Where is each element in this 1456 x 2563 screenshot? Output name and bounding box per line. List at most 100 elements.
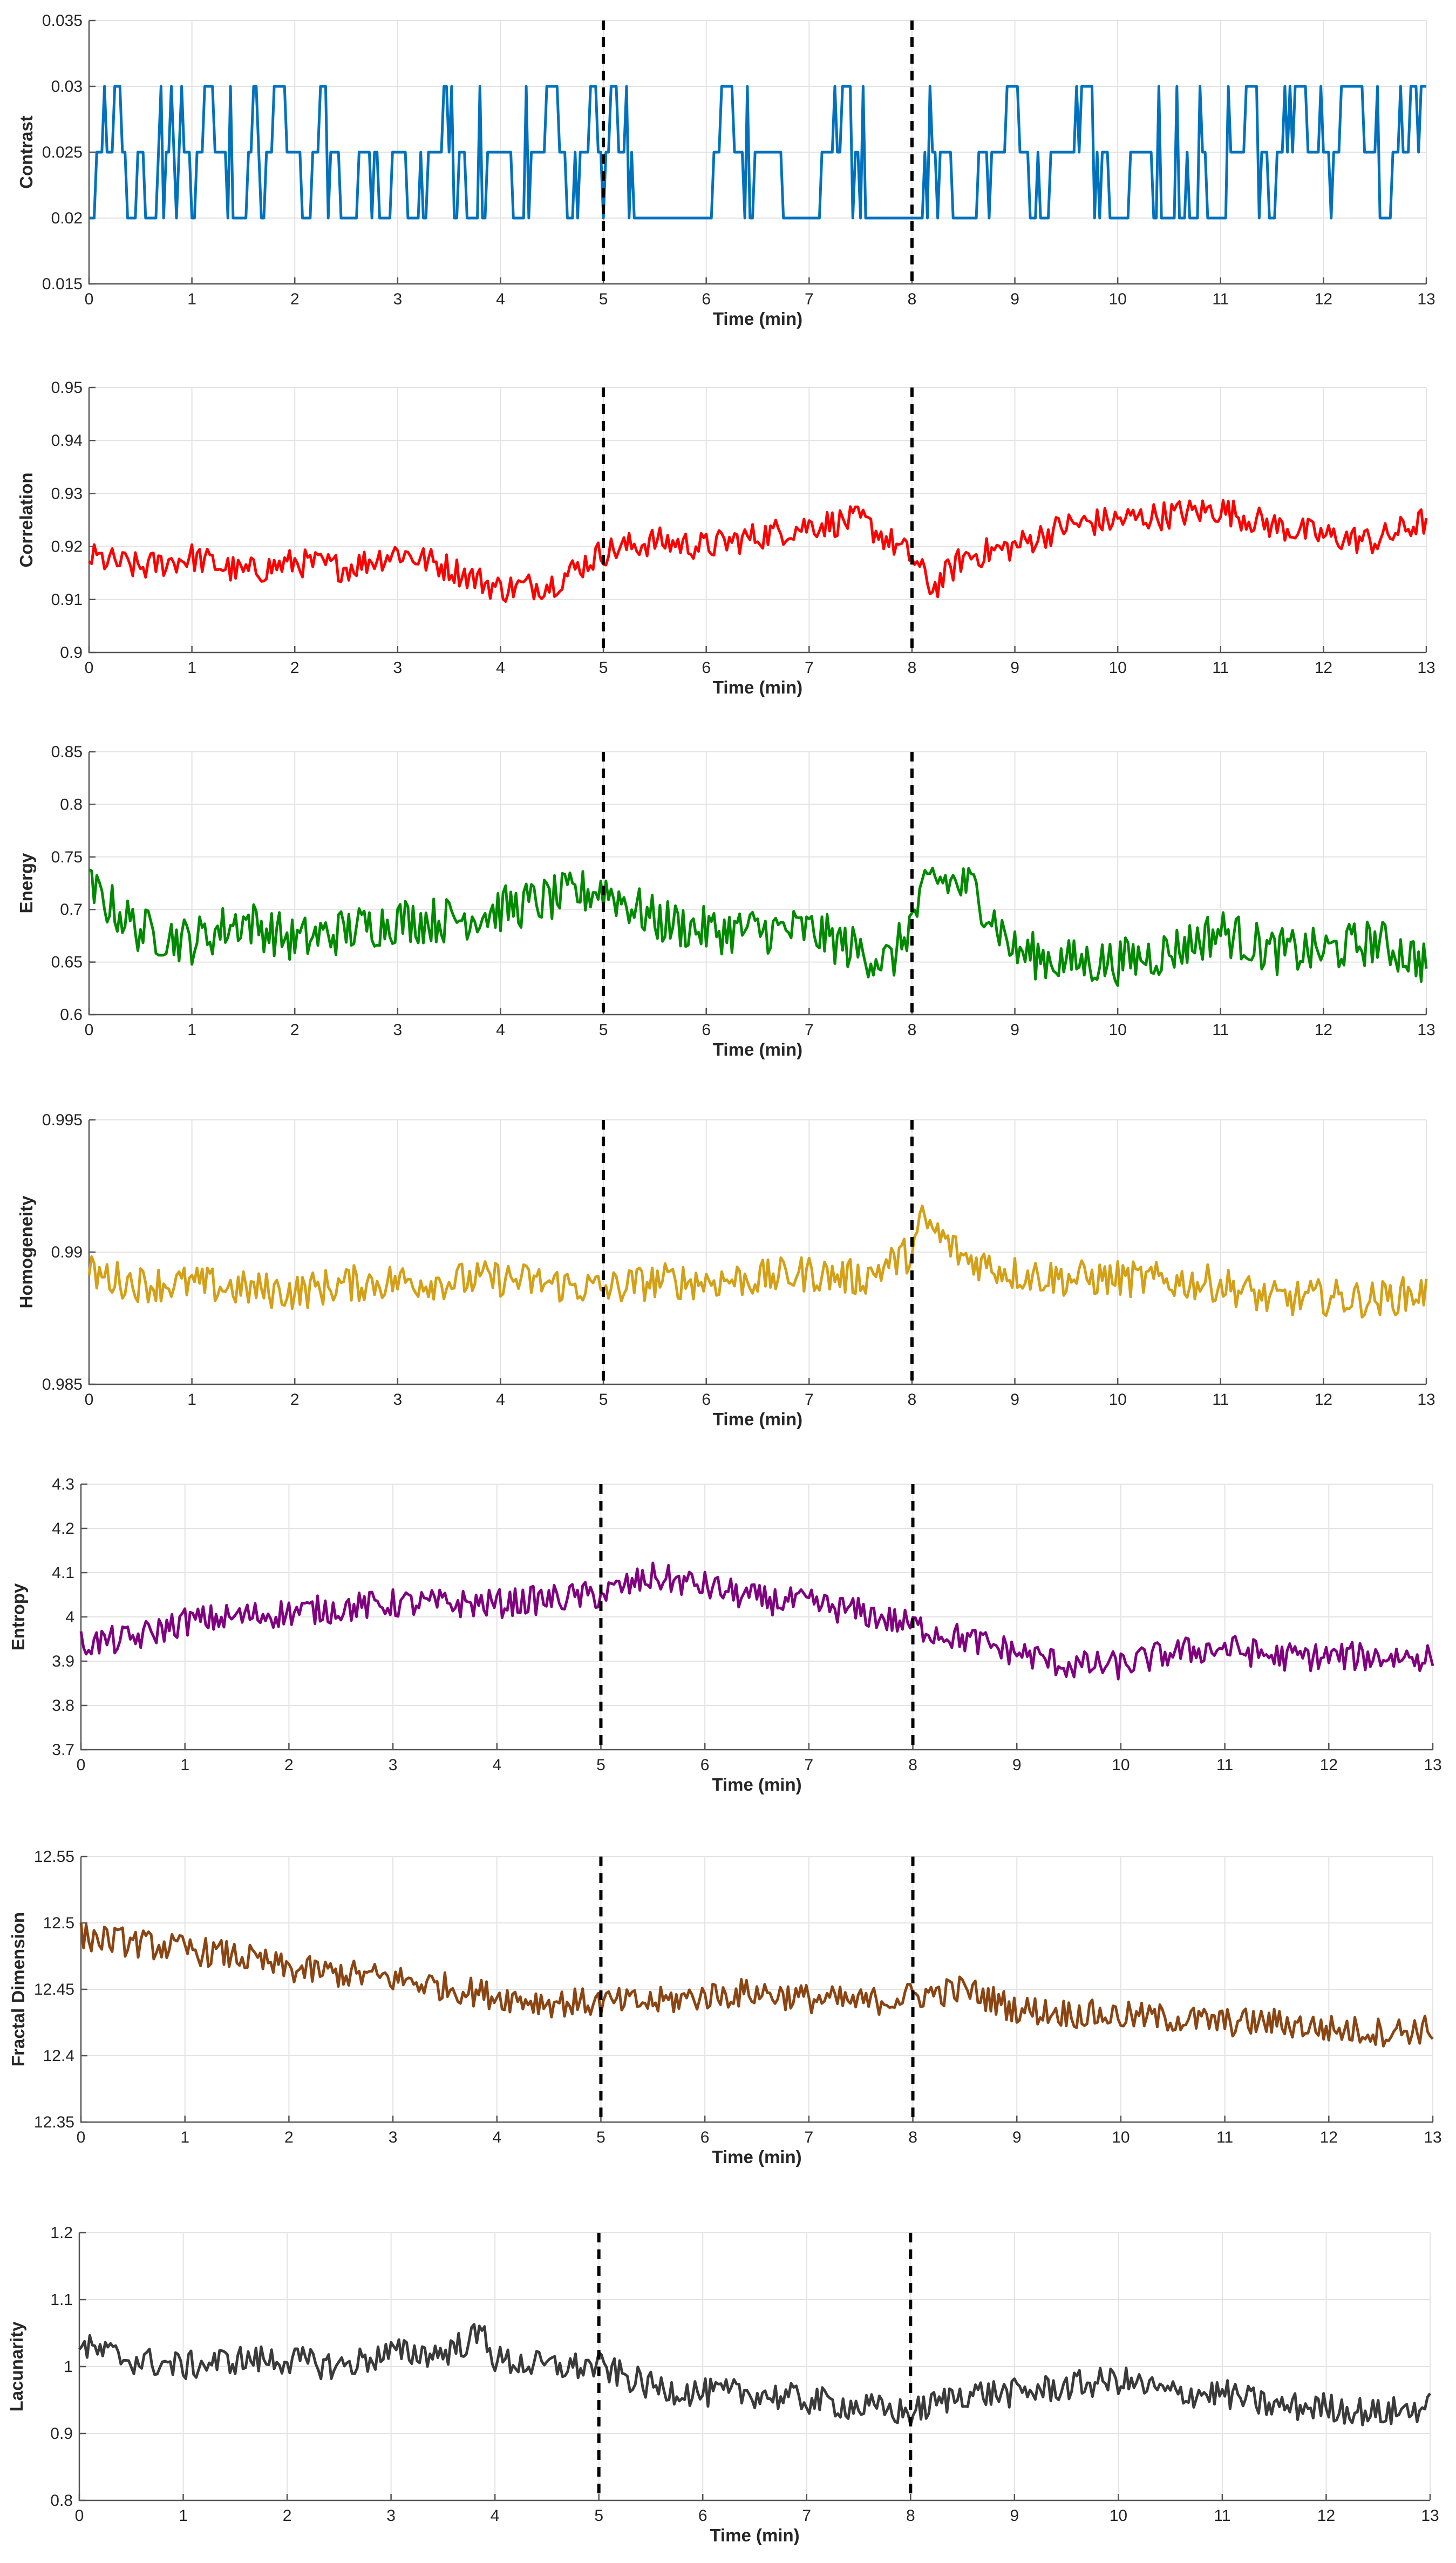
x-tick-label: 2 [284, 1756, 294, 1774]
y-tick-label: 3.7 [52, 1741, 74, 1759]
x-tick-label: 6 [702, 659, 711, 677]
x-tick-label: 1 [187, 1021, 196, 1039]
y-axis-title: Lacunarity [6, 2321, 26, 2412]
x-tick-label: 0 [77, 1756, 86, 1774]
x-tick-label: 12 [1320, 2129, 1338, 2146]
x-tick-label: 6 [700, 1756, 710, 1774]
x-tick-label: 1 [180, 2129, 189, 2146]
x-tick-label: 11 [1212, 1021, 1229, 1039]
panel-energy: 0 1 2 3 4 5 6 7 8 9 10 11 12 130.60.650.70.750.80.85T… [16, 743, 1435, 1059]
x-tick-label: 4 [492, 1756, 501, 1774]
x-tick-label: 3 [389, 2129, 398, 2146]
x-tick-label: 5 [594, 2507, 603, 2525]
y-axis-title: Fractal Dimension [8, 1912, 28, 2066]
y-tick-label: 0.8 [50, 2492, 73, 2510]
x-tick-label: 1 [187, 290, 196, 308]
x-axis-title: Time (min) [712, 1775, 801, 1794]
x-tick-label: 0 [85, 290, 94, 308]
x-tick-label: 6 [700, 2129, 710, 2146]
x-tick-label: 5 [596, 2129, 605, 2146]
y-tick-label: 0.65 [51, 954, 83, 971]
x-tick-label: 10 [1112, 2129, 1130, 2146]
x-tick-label: 8 [906, 2507, 915, 2525]
x-tick-label: 9 [1012, 1756, 1022, 1774]
x-tick-label: 4 [496, 1021, 505, 1039]
x-tick-label: 3 [393, 659, 403, 677]
x-tick-label: 0 [75, 2507, 84, 2525]
x-tick-label: 3 [393, 1021, 403, 1039]
x-tick-label: 9 [1012, 2129, 1022, 2146]
x-tick-label: 7 [805, 290, 814, 308]
x-tick-label: 12 [1317, 2507, 1335, 2525]
y-tick-label: 0.035 [42, 12, 83, 30]
x-tick-label: 6 [698, 2507, 707, 2525]
x-tick-label: 7 [805, 659, 814, 677]
series-line [88, 866, 1428, 987]
x-tick-label: 1 [180, 1756, 189, 1774]
y-tick-label: 0.9 [50, 2425, 73, 2443]
x-tick-label: 4 [496, 1391, 505, 1409]
y-tick-label: 12.4 [43, 2047, 74, 2065]
x-tick-label: 2 [284, 2129, 294, 2146]
x-tick-label: 7 [805, 2129, 814, 2146]
y-tick-label: 3.9 [52, 1653, 74, 1670]
series-line [79, 1922, 1434, 2048]
x-tick-label: 11 [1212, 1391, 1229, 1409]
x-tick-label: 13 [1417, 1021, 1435, 1039]
x-tick-label: 0 [85, 1021, 94, 1039]
x-tick-label: 4 [491, 2507, 500, 2525]
y-tick-label: 3.8 [52, 1697, 74, 1715]
x-tick-label: 3 [389, 1756, 398, 1774]
x-tick-label: 4 [492, 2129, 501, 2146]
x-tick-label: 7 [805, 1391, 814, 1409]
x-tick-label: 11 [1212, 659, 1229, 677]
y-tick-label: 0.99 [51, 1243, 83, 1261]
x-tick-label: 13 [1417, 659, 1435, 677]
y-tick-label: 1.2 [50, 2224, 73, 2242]
x-axis-title: Time (min) [713, 1409, 802, 1429]
x-tick-label: 12 [1315, 290, 1332, 308]
y-tick-label: 4.3 [52, 1476, 74, 1493]
x-tick-label: 12 [1320, 1756, 1338, 1774]
x-axis-title: Time (min) [713, 309, 802, 329]
x-tick-label: 13 [1421, 2507, 1439, 2525]
series-line [78, 2323, 1432, 2426]
y-tick-label: 0.8 [60, 796, 83, 813]
x-tick-label: 12 [1315, 659, 1332, 677]
x-tick-label: 4 [496, 659, 505, 677]
x-tick-label: 8 [908, 1391, 917, 1409]
panel-fractal-dimension: 0 1 2 3 4 5 6 7 8 9 10 11 12 1312.3512.412.4512.512.5… [8, 1848, 1442, 2167]
x-tick-label: 12 [1315, 1021, 1332, 1039]
x-tick-label: 6 [702, 290, 711, 308]
x-tick-label: 5 [596, 1756, 605, 1774]
x-tick-label: 6 [702, 1391, 711, 1409]
y-tick-label: 0.9 [60, 644, 83, 662]
series-line [79, 1561, 1434, 1681]
x-tick-label: 1 [179, 2507, 188, 2525]
x-tick-label: 13 [1424, 1756, 1441, 1774]
y-tick-label: 0.93 [51, 485, 83, 502]
y-tick-label: 0.91 [51, 591, 83, 609]
x-tick-label: 11 [1214, 2507, 1230, 2525]
y-tick-label: 0.985 [42, 1376, 83, 1393]
x-tick-label: 9 [1010, 659, 1019, 677]
x-tick-label: 10 [1110, 2507, 1127, 2525]
x-tick-label: 11 [1216, 1756, 1233, 1774]
y-axis-title: Contrast [16, 115, 36, 189]
x-tick-label: 4 [496, 290, 505, 308]
x-tick-label: 3 [386, 2507, 396, 2525]
x-tick-label: 0 [77, 2129, 86, 2146]
x-axis-title: Time (min) [713, 677, 802, 697]
x-tick-label: 9 [1010, 2507, 1019, 2525]
y-tick-label: 0.92 [51, 538, 83, 556]
x-tick-label: 10 [1108, 1391, 1126, 1409]
x-tick-label: 7 [802, 2507, 811, 2525]
x-tick-label: 5 [599, 659, 608, 677]
axes-frame [88, 387, 1426, 654]
y-tick-label: 0.95 [51, 379, 83, 397]
x-tick-label: 9 [1010, 1021, 1019, 1039]
y-tick-label: 0.03 [51, 78, 83, 96]
